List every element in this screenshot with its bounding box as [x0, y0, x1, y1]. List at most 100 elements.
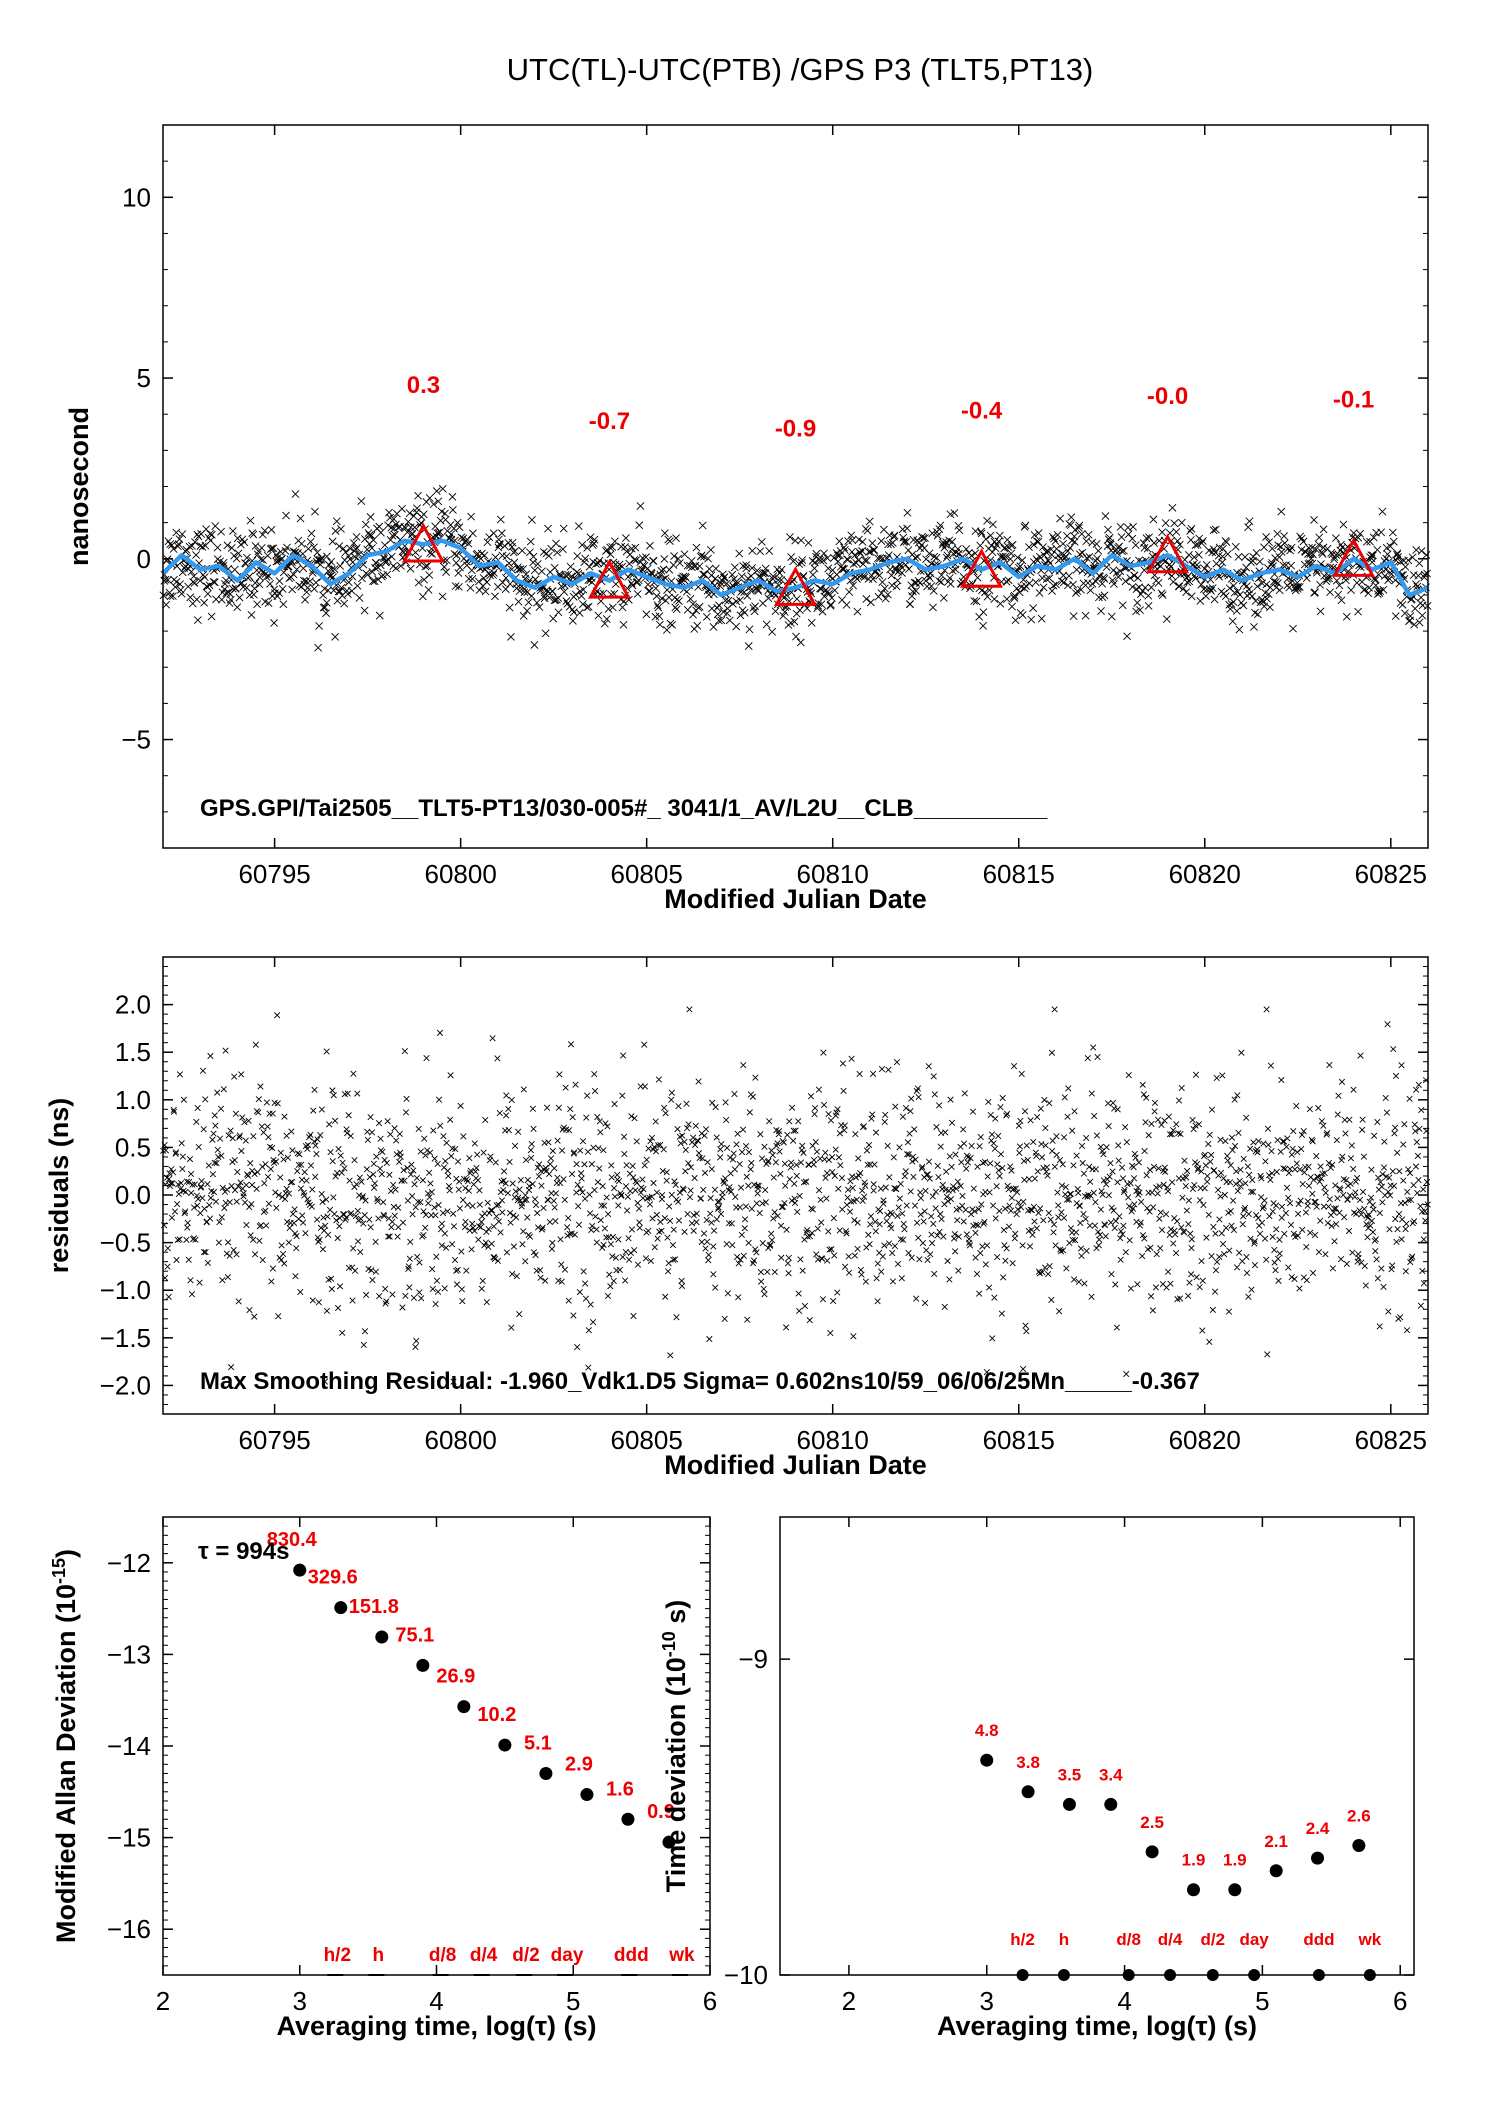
ref-tick-label: ddd — [1303, 1930, 1334, 1949]
data-point — [869, 575, 877, 583]
residual-point — [759, 1200, 766, 1207]
residual-point — [1324, 1129, 1331, 1137]
residual-point — [787, 1164, 794, 1171]
data-point — [1422, 551, 1431, 559]
residual-point — [691, 1174, 698, 1182]
residual-point — [1241, 1206, 1248, 1214]
residual-point — [952, 1248, 959, 1255]
data-point — [665, 593, 673, 602]
residual-point — [603, 1234, 610, 1241]
data-point — [376, 561, 385, 570]
residual-point — [1338, 1078, 1346, 1085]
data-point — [275, 577, 284, 585]
data-point — [424, 585, 433, 594]
residual-point — [1376, 1323, 1383, 1330]
x-tick-label: 6 — [1393, 1986, 1407, 2016]
residual-point — [251, 1251, 259, 1258]
deviation-point — [621, 1812, 635, 1826]
residual-point — [1127, 1180, 1134, 1187]
data-point — [537, 567, 546, 576]
processing-note: GPS.GPI/Tai2505__TLT5-PT13/030-005#_ 304… — [200, 795, 1048, 822]
residual-point — [318, 1106, 326, 1113]
residual-point — [233, 1198, 240, 1205]
residual-point — [1337, 1186, 1344, 1193]
residual-point — [768, 1237, 776, 1244]
data-point — [466, 583, 475, 592]
residual-point — [765, 1157, 772, 1164]
residual-point — [289, 1147, 296, 1154]
residual-point — [425, 1200, 432, 1207]
residual-point — [1137, 1219, 1144, 1226]
residual-point — [580, 1268, 587, 1275]
residual-point — [1346, 1116, 1353, 1123]
residual-point — [690, 1212, 697, 1219]
residual-point — [1027, 1117, 1034, 1124]
residual-point — [876, 1207, 884, 1215]
residual-point — [413, 1337, 420, 1344]
data-point — [1117, 533, 1126, 542]
residual-point — [1229, 1197, 1237, 1204]
residual-point — [1235, 1129, 1242, 1137]
residual-point — [1304, 1198, 1311, 1205]
residual-point — [504, 1190, 511, 1197]
data-point — [428, 550, 437, 558]
residual-point — [495, 1218, 502, 1225]
data-point — [483, 578, 491, 587]
residual-point — [1206, 1338, 1213, 1345]
data-point — [706, 545, 715, 554]
residual-point — [1318, 1175, 1325, 1182]
residual-point — [1110, 1207, 1117, 1214]
residual-point — [570, 1312, 577, 1319]
residual-point — [338, 1169, 345, 1176]
residual-point — [435, 1096, 443, 1103]
data-point — [630, 555, 639, 564]
residual-point — [464, 1201, 471, 1208]
residual-point — [1117, 1235, 1124, 1242]
residual-point — [736, 1160, 743, 1168]
data-point — [200, 573, 209, 582]
residual-point — [437, 1122, 444, 1129]
residual-point — [820, 1101, 828, 1109]
residual-point — [802, 1178, 810, 1185]
residual-point — [1014, 1206, 1021, 1213]
residual-point — [609, 1253, 616, 1260]
data-point — [834, 557, 843, 566]
residual-point — [1017, 1117, 1024, 1125]
residual-point — [841, 1122, 848, 1129]
data-point — [507, 632, 515, 641]
data-point — [522, 570, 530, 579]
data-point — [1136, 606, 1144, 615]
residual-point — [447, 1072, 454, 1079]
residual-point — [1220, 1250, 1228, 1258]
residual-point — [1012, 1185, 1019, 1192]
data-point — [1287, 543, 1296, 552]
data-point — [1202, 560, 1211, 569]
residual-point — [1143, 1172, 1150, 1179]
residual-point — [864, 1161, 871, 1168]
residual-point — [412, 1343, 419, 1351]
data-point — [456, 563, 464, 572]
residual-point — [1410, 1218, 1418, 1225]
data-point — [548, 587, 557, 596]
data-point — [1334, 590, 1343, 599]
residual-point — [277, 1149, 284, 1157]
residual-point — [474, 1177, 482, 1184]
residual-point — [354, 1090, 361, 1097]
residual-point — [406, 1284, 413, 1291]
data-point — [392, 520, 400, 529]
data-point — [283, 543, 291, 552]
residual-point — [867, 1221, 874, 1228]
data-point — [1273, 579, 1282, 588]
residual-point — [275, 1313, 282, 1320]
residual-point — [710, 1271, 717, 1278]
data-point — [568, 605, 577, 614]
residual-point — [1205, 1211, 1212, 1218]
data-point — [1051, 537, 1060, 546]
residual-point — [1187, 1230, 1194, 1237]
residual-point — [577, 1147, 584, 1154]
data-point — [291, 490, 300, 498]
residual-point — [716, 1198, 723, 1205]
residual-point — [1158, 1121, 1165, 1129]
residual-point — [1044, 1172, 1051, 1179]
residual-point — [742, 1143, 750, 1150]
